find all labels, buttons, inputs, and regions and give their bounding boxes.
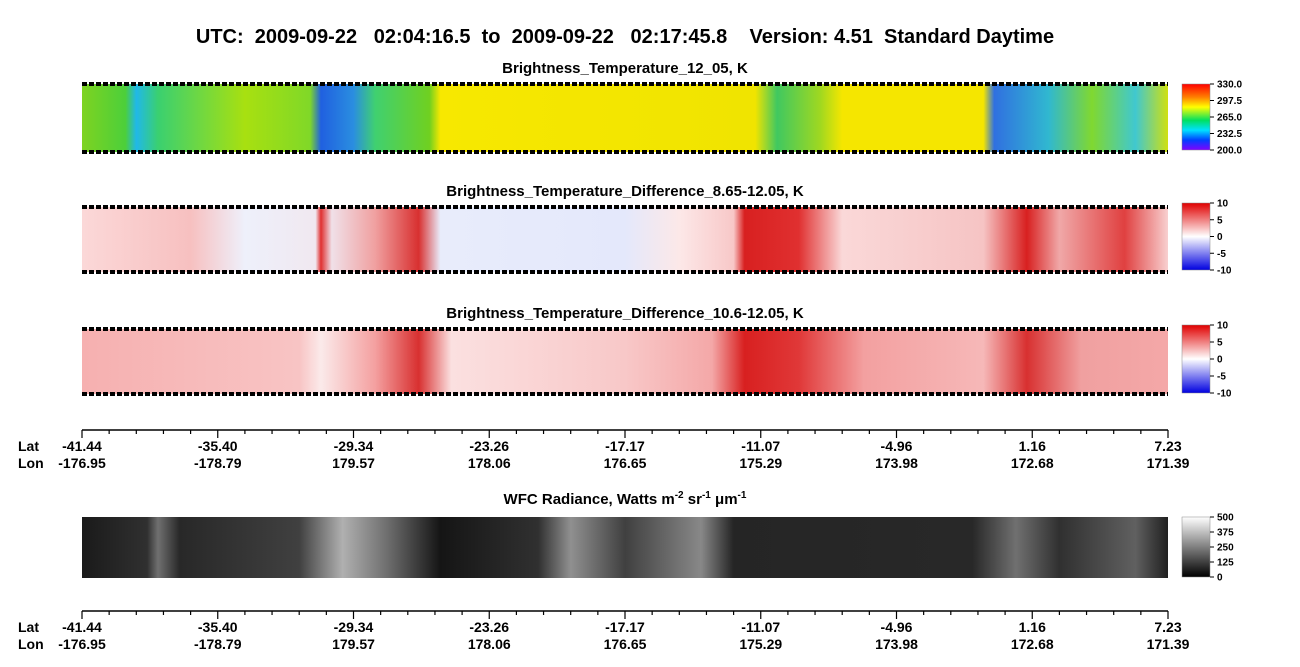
lon-label: -178.79 [194, 636, 242, 652]
lat-label: -4.96 [881, 619, 913, 635]
lon-label: 171.39 [1147, 455, 1190, 471]
lon-label: -176.95 [58, 455, 106, 471]
lon-label: 176.65 [604, 455, 647, 471]
colorbar-tick-label: 10 [1217, 321, 1229, 332]
lat-label: -41.44 [62, 438, 102, 454]
colorbar-tick-label: -10 [1217, 266, 1232, 277]
lat-label: -29.34 [334, 438, 374, 454]
colorbar-tick-label: -5 [1217, 249, 1226, 260]
colorbar-tick-label: 125 [1217, 558, 1234, 569]
colorbar [1181, 202, 1211, 271]
lat-label: -23.26 [469, 438, 509, 454]
colorbar [1181, 324, 1211, 394]
colorbar-tick-label: 0 [1217, 232, 1223, 243]
lat-label: -23.26 [469, 619, 509, 635]
colorbar-tick-label: 10 [1217, 199, 1229, 210]
lon-label: -176.95 [58, 636, 106, 652]
page-title: UTC: 2009-09-22 02:04:16.5 to 2009-09-22… [196, 26, 1054, 48]
colorbar-tick-label: 250 [1217, 543, 1234, 554]
panel-title: Brightness_Temperature_12_05, K [502, 60, 748, 77]
colorbar-tick-label: 0 [1217, 355, 1223, 366]
lon-label: 173.98 [875, 455, 918, 471]
panel-title: Brightness_Temperature_Difference_8.65-1… [446, 183, 804, 200]
lat-label: 7.23 [1154, 438, 1181, 454]
lat-label: -35.40 [198, 438, 238, 454]
lat-label: -11.07 [741, 619, 780, 635]
lat-label: -4.96 [881, 438, 913, 454]
colorbar-tick-label: 0 [1217, 573, 1223, 584]
lat-label: -29.34 [334, 619, 374, 635]
panel-title: WFC Radiance, Watts m-2 sr-1 μm-1 [504, 490, 747, 508]
title-sup: -2 [675, 490, 684, 501]
colorbar-tick-label: 375 [1217, 528, 1234, 539]
colorbar-tick-label: 297.5 [1217, 96, 1242, 107]
colorbar-tick-label: 330.0 [1217, 80, 1242, 91]
lon-label: 179.57 [332, 636, 375, 652]
title-sup: -1 [738, 490, 747, 501]
lat-label: -17.17 [605, 438, 645, 454]
colorbar-tick-label: -10 [1217, 389, 1232, 400]
colorbar-tick-label: -5 [1217, 372, 1226, 383]
colorbar-tick-label: 5 [1217, 338, 1223, 349]
row-label: Lon [18, 636, 44, 652]
title-sup: -1 [702, 490, 711, 501]
colorbar-tick-label: 232.5 [1217, 129, 1242, 140]
colorbar-tick-label: 5 [1217, 215, 1223, 226]
title-part: μm [711, 491, 738, 508]
row-label: Lat [18, 438, 39, 454]
image-strip [82, 329, 1168, 394]
colorbar [1181, 83, 1211, 151]
title-part: WFC Radiance, Watts m [504, 491, 675, 508]
lon-label: 178.06 [468, 455, 511, 471]
lon-label: 175.29 [739, 455, 782, 471]
lon-label: 172.68 [1011, 636, 1054, 652]
lon-label: -178.79 [194, 455, 242, 471]
lat-label: 7.23 [1154, 619, 1181, 635]
colorbar-tick-label: 500 [1217, 513, 1234, 524]
lat-label: -41.44 [62, 619, 102, 635]
lat-label: -11.07 [741, 438, 780, 454]
colorbar-tick-label: 200.0 [1217, 146, 1242, 157]
title-part: sr [684, 491, 703, 508]
panel-title: Brightness_Temperature_Difference_10.6-1… [446, 305, 804, 322]
row-label: Lat [18, 619, 39, 635]
lat-label: 1.16 [1019, 438, 1046, 454]
image-strip [82, 517, 1168, 578]
colorbar-tick-label: 265.0 [1217, 113, 1242, 124]
lat-label: -17.17 [605, 619, 645, 635]
lat-label: 1.16 [1019, 619, 1046, 635]
lon-label: 178.06 [468, 636, 511, 652]
lon-label: 179.57 [332, 455, 375, 471]
lon-label: 171.39 [1147, 636, 1190, 652]
lat-label: -35.40 [198, 619, 238, 635]
lon-label: 175.29 [739, 636, 782, 652]
lon-label: 176.65 [604, 636, 647, 652]
image-strip [82, 84, 1168, 152]
colorbar [1181, 516, 1211, 578]
row-label: Lon [18, 455, 44, 471]
lon-label: 172.68 [1011, 455, 1054, 471]
image-strip [82, 207, 1168, 272]
lon-label: 173.98 [875, 636, 918, 652]
